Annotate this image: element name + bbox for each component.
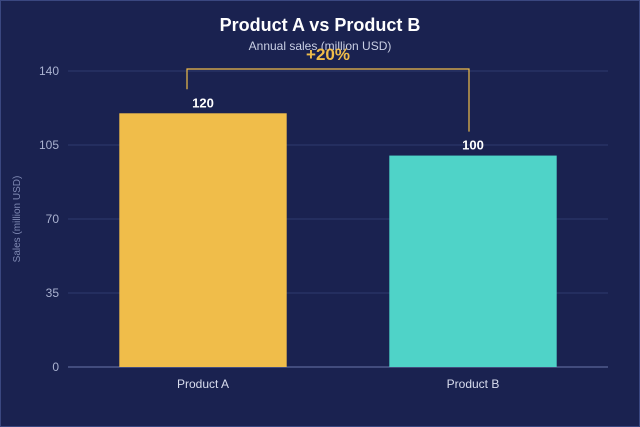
y-tick-label: 140 — [39, 64, 59, 78]
y-tick-label: 0 — [52, 360, 59, 374]
chart-title: Product A vs Product B — [219, 15, 421, 35]
y-axis-label: Sales (million USD) — [12, 176, 23, 263]
y-tick-label: 35 — [46, 286, 60, 300]
bar-value-label: 100 — [462, 138, 484, 153]
bar-product-a — [119, 113, 287, 368]
comparison-label: +20% — [306, 45, 350, 64]
bars — [119, 113, 557, 368]
y-axis-ticks: 0 35 70 105 140 — [39, 64, 59, 374]
x-tick-label: Product B — [447, 377, 500, 391]
bar-value-label: 120 — [192, 95, 214, 110]
y-tick-label: 105 — [39, 138, 59, 152]
x-axis-tick-labels: Product A Product B — [177, 377, 499, 391]
bar-value-labels: 120 100 — [192, 95, 484, 152]
comparison-bracket — [186, 68, 470, 132]
bar-product-b — [389, 155, 557, 367]
comparison-annotation: +20% — [186, 45, 470, 132]
x-tick-label: Product A — [177, 377, 229, 391]
chart-subtitle: Annual sales (million USD) — [248, 39, 392, 53]
y-tick-label: 70 — [46, 212, 60, 226]
